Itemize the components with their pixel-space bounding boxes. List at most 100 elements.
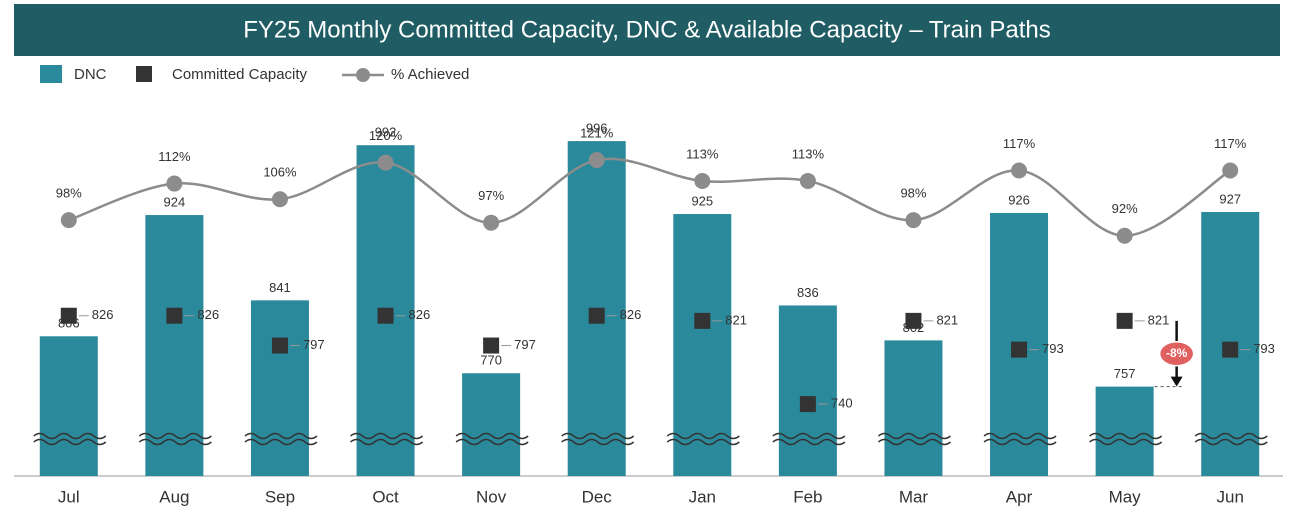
axis-break [138, 432, 212, 440]
committed-marker [905, 312, 922, 329]
achieved-point [1116, 227, 1133, 244]
bar-value-label: 924 [164, 194, 186, 209]
x-tick-label: Aug [159, 487, 189, 506]
axis-break [877, 438, 951, 446]
axis-break [983, 438, 1057, 446]
achieved-point [905, 212, 922, 229]
achieved-point [588, 152, 605, 169]
achieved-point [1011, 162, 1028, 179]
achieved-value-label: 113% [686, 146, 719, 161]
achieved-value-label: 97% [478, 188, 504, 203]
committed-marker [1222, 341, 1239, 358]
axis-break [666, 438, 740, 446]
committed-marker [483, 337, 500, 354]
committed-value-label: 826 [92, 307, 114, 322]
bar [673, 214, 732, 477]
achieved-point [271, 191, 288, 208]
axis-break [33, 438, 107, 446]
achieved-point [799, 172, 816, 189]
axis-break [877, 432, 951, 440]
committed-value-label: 821 [1148, 312, 1170, 327]
x-tick-label: Apr [1006, 487, 1033, 506]
achieved-value-label: 113% [792, 146, 825, 161]
bar-value-label: 757 [1114, 366, 1136, 381]
achieved-value-label: 106% [263, 165, 297, 180]
achieved-point [60, 212, 77, 229]
axis-break [1089, 438, 1163, 446]
annotation-badge [1158, 340, 1195, 367]
axis-break [561, 438, 635, 446]
achieved-line [68, 157, 1231, 238]
bar-value-label: 992 [375, 125, 397, 140]
bar [778, 305, 837, 476]
committed-marker [694, 312, 711, 329]
bar-value-label: 841 [269, 280, 291, 295]
legend-label: % Achieved [391, 66, 469, 83]
x-tick-label: Nov [476, 487, 507, 506]
achieved-value-label: 117% [1003, 136, 1036, 151]
bar-value-label: 770 [480, 353, 502, 368]
achieved-value-label: 92% [1112, 201, 1138, 216]
legend-label: DNC [74, 66, 107, 83]
axis-break [33, 432, 107, 440]
bar-value-label: 927 [1219, 191, 1241, 206]
committed-marker [271, 337, 288, 354]
committed-marker [377, 307, 394, 324]
committed-marker [1011, 341, 1028, 358]
bar [250, 300, 309, 476]
x-tick-label: May [1109, 487, 1142, 506]
bar-value-label: 925 [691, 193, 713, 208]
axis-break [772, 432, 846, 440]
legend-label: Committed Capacity [172, 66, 308, 83]
x-tick-label: Jun [1216, 487, 1243, 506]
achieved-value-label: 120% [369, 128, 403, 143]
achieved-point [166, 175, 183, 192]
axis-break [455, 432, 529, 440]
legend-swatch [356, 68, 370, 82]
axis-break [350, 432, 424, 440]
committed-marker [60, 307, 77, 324]
x-tick-label: Feb [793, 487, 822, 506]
committed-value-label: 821 [725, 312, 747, 327]
axis-break [244, 432, 318, 440]
committed-value-label: 821 [936, 312, 958, 327]
x-tick-label: Mar [899, 487, 929, 506]
committed-value-label: 793 [1042, 341, 1064, 356]
x-tick-label: Dec [582, 487, 613, 506]
x-tick-label: Jan [689, 487, 716, 506]
axis-break [983, 432, 1057, 440]
achieved-value-label: 112% [158, 149, 191, 164]
axis-break [1194, 432, 1268, 440]
axis-break [772, 438, 846, 446]
axis-break [455, 438, 529, 446]
axis-break [244, 438, 318, 446]
x-tick-label: Jul [58, 487, 80, 506]
axis-break [561, 432, 635, 440]
bar [884, 340, 943, 476]
committed-value-label: 826 [197, 307, 219, 322]
bar-value-label: 996 [586, 121, 608, 136]
axis-break [666, 432, 740, 440]
x-tick-label: Sep [265, 487, 295, 506]
achieved-point [483, 214, 500, 231]
committed-value-label: 740 [831, 396, 853, 411]
bar [462, 373, 521, 476]
title-band [14, 4, 1280, 56]
committed-value-label: 826 [409, 307, 431, 322]
bar [145, 215, 204, 476]
achieved-value-label: 98% [900, 186, 926, 201]
committed-marker [166, 307, 183, 324]
bar [39, 336, 98, 476]
committed-marker [1116, 312, 1133, 329]
x-tick-label: Oct [372, 487, 399, 506]
committed-value-label: 793 [1253, 341, 1275, 356]
axis-break [1194, 438, 1268, 446]
achieved-value-label: 98% [56, 186, 82, 201]
committed-value-label: 797 [303, 337, 325, 352]
axis-break [138, 438, 212, 446]
achieved-value-label: 121% [580, 125, 614, 140]
chart-title: FY25 Monthly Committed Capacity, DNC & A… [243, 16, 1050, 43]
legend-swatch [40, 65, 62, 83]
committed-marker [799, 396, 816, 413]
